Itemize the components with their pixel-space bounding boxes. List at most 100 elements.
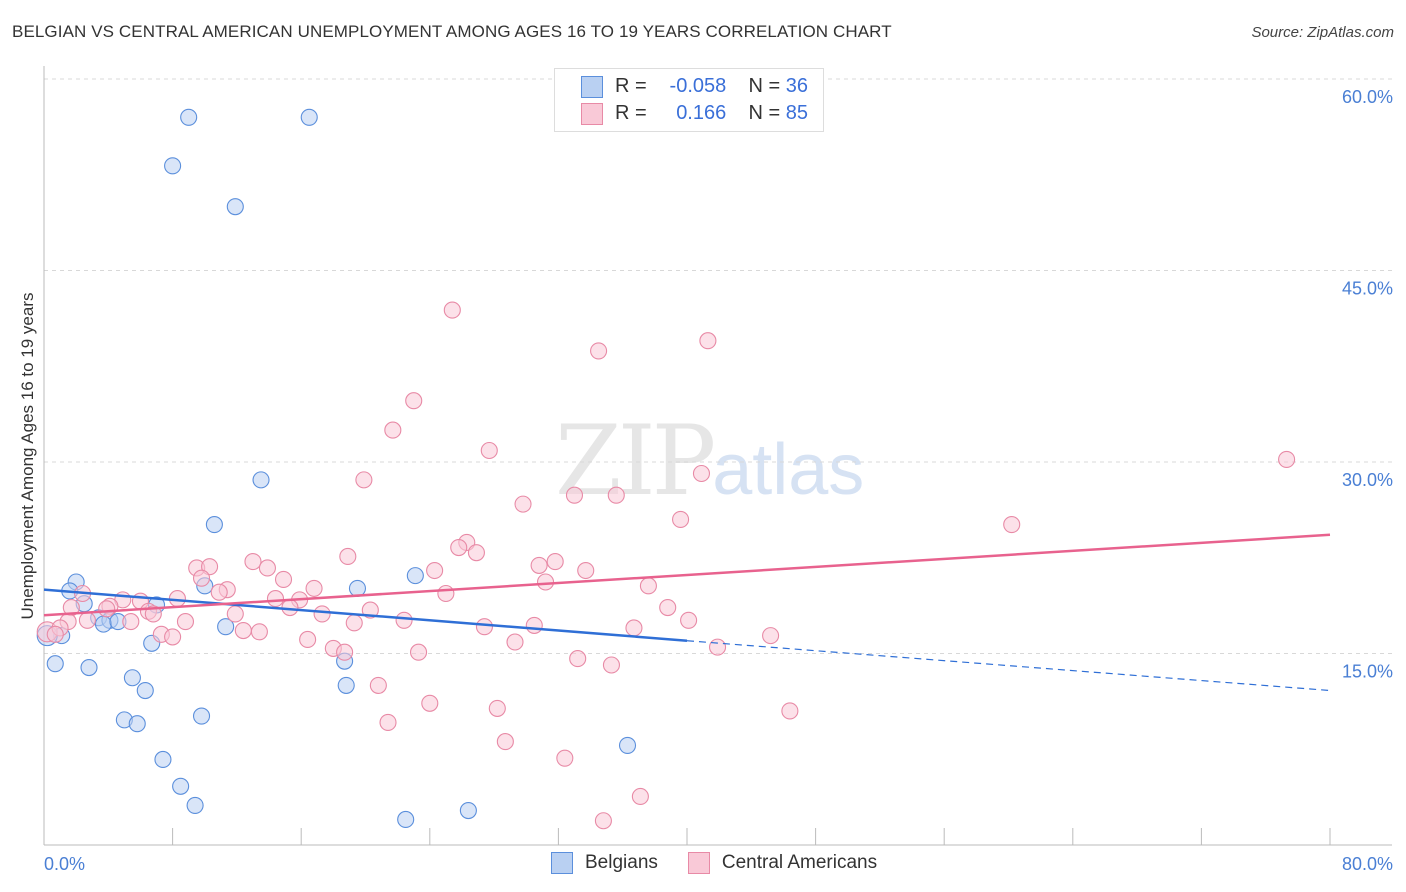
central-american-point — [226, 605, 244, 623]
r-value: 0.166 — [676, 102, 727, 124]
central-american-point — [699, 332, 717, 350]
central-american-point — [339, 547, 357, 566]
central-american-point — [250, 623, 268, 641]
central-american-point — [164, 628, 182, 646]
central-american-point — [480, 441, 498, 460]
central-americans-trend-line — [43, 533, 1331, 617]
central-american-point — [98, 600, 116, 618]
central-american-point — [426, 561, 444, 580]
central-american-point — [565, 486, 584, 504]
central-american-point — [602, 656, 620, 674]
central-american-point — [299, 630, 317, 649]
central-american-point — [594, 812, 612, 830]
central-american-point — [1278, 450, 1296, 468]
central-american-point — [437, 584, 455, 603]
central-american-point — [475, 618, 494, 636]
belgian-point — [397, 810, 415, 829]
x-tick-label: 80.0% — [1342, 854, 1393, 874]
central-american-point — [450, 538, 468, 557]
central-american-point — [496, 733, 514, 751]
central-american-point — [781, 702, 799, 720]
y-tick-label: 30.0% — [1342, 470, 1393, 490]
belgian-point — [186, 796, 204, 814]
central-american-point — [1003, 516, 1021, 534]
r-label: R = — [615, 102, 647, 124]
r-value: -0.058 — [669, 75, 727, 97]
belgian-point — [459, 801, 477, 820]
central-american-point — [274, 570, 293, 589]
central-american-point — [708, 638, 727, 656]
central-american-point — [305, 579, 323, 597]
central-american-point — [313, 605, 331, 623]
legend-label: Belgians — [585, 852, 658, 873]
central-american-point — [192, 569, 211, 587]
central-american-point — [536, 573, 555, 591]
central-american-point — [234, 621, 252, 640]
belgians-swatch — [551, 852, 573, 874]
central-american-point — [443, 301, 461, 319]
belgian-point — [123, 669, 141, 687]
belgian-point — [226, 198, 244, 216]
legend-item-central-americans: Central Americans — [687, 852, 878, 874]
belgian-point — [192, 707, 211, 725]
belgian-point — [46, 655, 64, 673]
central-american-point — [631, 787, 649, 806]
central-american-point — [525, 616, 543, 634]
central-american-point — [369, 676, 387, 694]
central-american-point — [514, 495, 532, 513]
belgian-point — [300, 108, 318, 126]
legend-row-central-americans: R = 0.166 N = 85 — [581, 102, 808, 125]
belgian-point — [80, 658, 98, 677]
n-value: 36 — [785, 75, 808, 97]
belgian-point — [172, 777, 190, 795]
central-american-point — [577, 561, 595, 580]
belgian-point — [217, 618, 235, 636]
r-label: R = — [615, 75, 647, 97]
belgian-point — [164, 157, 182, 175]
legend-label: Central Americans — [721, 852, 878, 873]
central-american-point — [395, 611, 413, 629]
y-tick-label: 60.0% — [1342, 87, 1393, 107]
central-american-point — [384, 421, 402, 439]
y-tick-label: 15.0% — [1342, 662, 1393, 682]
stats-legend: R = -0.058 N = 36 R = 0.166 N = 85 — [554, 68, 824, 132]
central-american-point — [590, 342, 608, 360]
belgian-point — [94, 615, 113, 633]
central-american-point — [680, 611, 698, 629]
central-american-point — [46, 625, 64, 643]
central-american-point — [266, 590, 285, 608]
central-american-point — [355, 471, 373, 489]
y-tick-label: 45.0% — [1342, 279, 1393, 299]
central-american-point — [409, 643, 428, 661]
central-american-point — [639, 577, 657, 595]
central-american-point — [345, 614, 363, 632]
series-legend: Belgians Central Americans — [551, 852, 907, 874]
central-american-point — [762, 627, 780, 645]
central-american-point — [379, 713, 397, 731]
central-americans-swatch — [581, 102, 603, 125]
central-american-point — [144, 605, 162, 623]
chart-title: BELGIAN VS CENTRAL AMERICAN UNEMPLOYMENT… — [12, 22, 892, 41]
central-american-point — [210, 583, 228, 601]
central-american-point — [546, 553, 564, 571]
central-american-point — [692, 464, 711, 483]
central-american-point — [258, 559, 276, 577]
belgian-point — [136, 681, 154, 700]
central-american-point — [625, 619, 643, 637]
central-american-point — [607, 486, 625, 504]
n-label: N = — [748, 75, 781, 97]
belgians-swatch — [581, 75, 603, 98]
central-american-point — [488, 699, 506, 717]
central-american-point — [569, 650, 587, 668]
n-label: N = — [748, 102, 781, 124]
central-american-point — [556, 749, 574, 767]
n-value: 85 — [785, 102, 808, 124]
central-american-point — [659, 598, 677, 617]
belgian-point — [205, 516, 223, 534]
central-american-point — [530, 556, 548, 574]
central-american-point — [506, 633, 524, 651]
belgian-point — [128, 715, 146, 733]
belgian-point — [348, 579, 367, 597]
